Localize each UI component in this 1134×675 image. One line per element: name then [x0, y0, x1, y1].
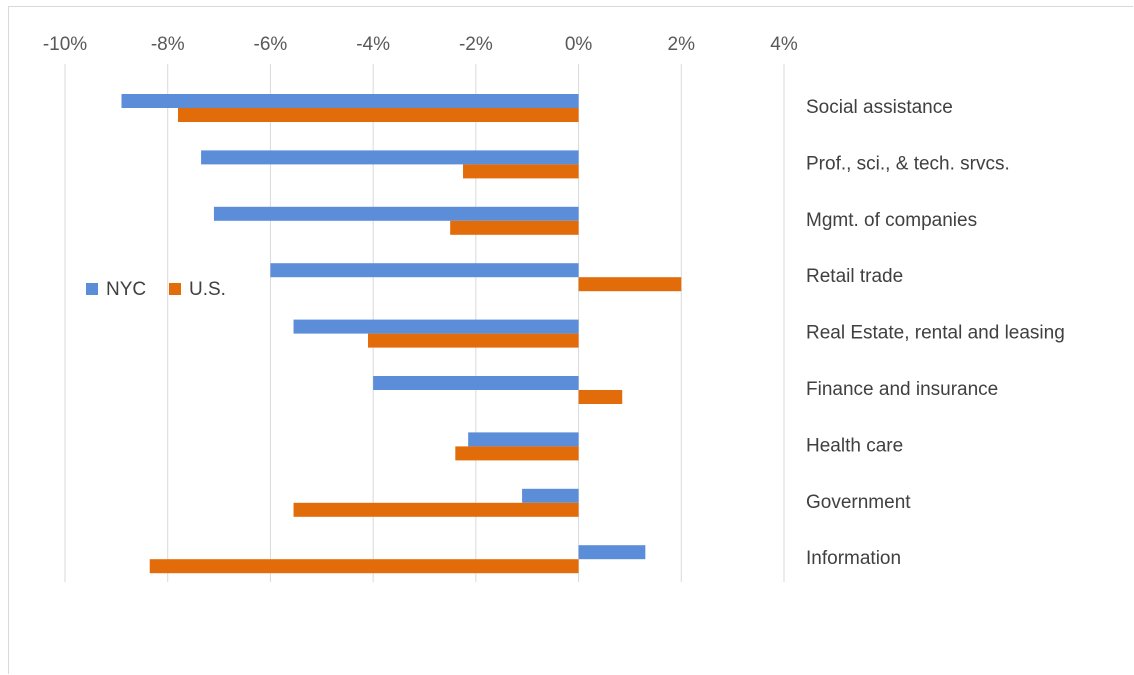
- bar-nyc: [522, 488, 579, 503]
- x-tick-labels: -10% -8% -6% -4% -2% 0% 2% 4%: [43, 34, 798, 55]
- bar-us: [450, 220, 579, 235]
- bar-nyc: [578, 545, 646, 560]
- bar-nyc: [270, 263, 579, 278]
- legend-label-us: U.S.: [189, 279, 226, 300]
- bar-nyc: [468, 432, 579, 447]
- category-label: Mgmt. of companies: [806, 210, 977, 231]
- bar-us: [578, 277, 682, 292]
- legend-swatch-nyc: [86, 283, 98, 295]
- x-tick-label: -2%: [459, 34, 493, 55]
- category-label: Prof., sci., & tech. srvcs.: [806, 153, 1010, 174]
- bar-nyc: [121, 94, 579, 108]
- x-tick-label: -10%: [43, 34, 87, 55]
- bar-nyc: [373, 376, 579, 390]
- bar-us: [455, 446, 579, 461]
- category-label: Finance and insurance: [806, 379, 998, 400]
- bar-us: [463, 164, 579, 179]
- legend-label-nyc: NYC: [106, 279, 146, 300]
- category-label: Health care: [806, 435, 903, 456]
- x-tick-label: -6%: [254, 34, 288, 55]
- bar-us: [177, 108, 579, 122]
- legend: NYC U.S.: [86, 279, 226, 300]
- bar-us: [293, 502, 579, 517]
- bars: [121, 94, 682, 574]
- legend-swatch-us: [169, 283, 181, 295]
- bar-us: [368, 333, 579, 348]
- category-label: Information: [806, 548, 901, 569]
- category-labels: Social assistance Prof., sci., & tech. sr…: [806, 97, 1065, 569]
- category-label: Retail trade: [806, 266, 903, 287]
- bar-nyc: [201, 150, 579, 165]
- bar-nyc: [293, 319, 579, 334]
- x-tick-label: -4%: [356, 34, 390, 55]
- bar-us: [578, 390, 623, 404]
- x-tick-label: 2%: [668, 34, 696, 55]
- x-tick-label: -8%: [151, 34, 185, 55]
- category-label: Government: [806, 492, 911, 513]
- x-tick-label: 0%: [565, 34, 593, 55]
- category-label: Social assistance: [806, 97, 953, 118]
- chart-frame: [8, 6, 1133, 674]
- category-label: Real Estate, rental and leasing: [806, 323, 1065, 344]
- x-tick-label: 4%: [770, 34, 798, 55]
- bar-us: [149, 559, 579, 574]
- bar-nyc: [213, 206, 579, 221]
